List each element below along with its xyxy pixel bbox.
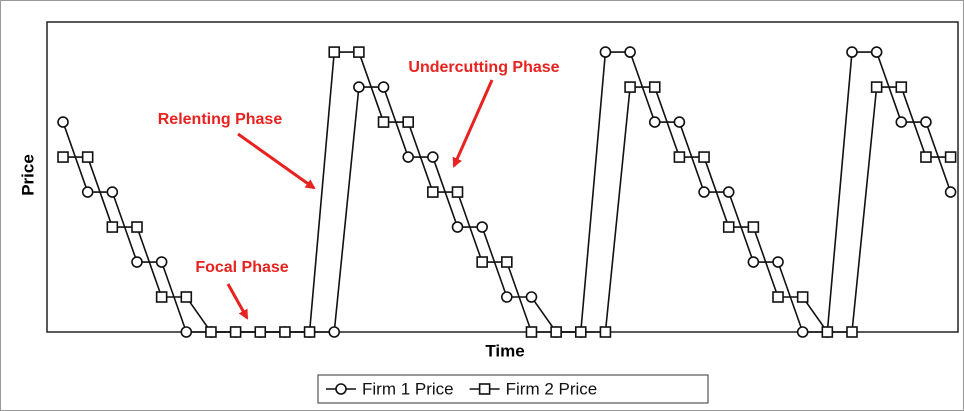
point [599, 326, 612, 338]
point [648, 116, 661, 128]
point [81, 151, 94, 163]
legend-marker [478, 383, 491, 395]
point [131, 256, 143, 268]
point [328, 46, 341, 58]
point [525, 291, 538, 303]
legend-box [317, 374, 709, 404]
point [796, 326, 809, 338]
point [229, 326, 242, 338]
y-axis-label: Price [18, 154, 37, 196]
plot-frame [46, 21, 959, 333]
point [772, 291, 784, 303]
point [673, 151, 686, 163]
point [944, 186, 957, 198]
point [722, 186, 735, 198]
point [155, 256, 168, 268]
point [501, 256, 513, 268]
point [870, 81, 883, 93]
point [106, 186, 119, 198]
point [402, 151, 414, 163]
point [846, 46, 858, 58]
point [131, 221, 143, 233]
point [772, 256, 784, 268]
point [895, 81, 908, 93]
point [920, 116, 932, 128]
point [57, 116, 69, 128]
point [81, 186, 94, 198]
annotation: Undercutting Phase [408, 59, 559, 76]
point [550, 326, 562, 338]
point [180, 326, 193, 338]
point [353, 46, 365, 58]
point [574, 326, 587, 338]
point [895, 116, 908, 128]
point [155, 291, 168, 303]
series-line [62, 51, 952, 333]
series-line [63, 51, 951, 333]
point [328, 326, 341, 338]
legend-label: Firm 1 Price [362, 379, 454, 398]
point [377, 116, 390, 128]
point [599, 46, 612, 58]
point [451, 221, 464, 233]
point [427, 186, 439, 198]
point [821, 326, 834, 338]
point [377, 81, 390, 93]
point [476, 221, 488, 233]
arrow [226, 283, 249, 320]
point [648, 81, 661, 93]
point [476, 256, 488, 268]
point [279, 326, 291, 338]
annotation: Relenting Phase [158, 111, 283, 128]
point [698, 151, 710, 163]
annotation: Focal Phase [195, 259, 288, 276]
point [624, 46, 636, 58]
point [624, 81, 636, 93]
point [747, 221, 760, 233]
point [870, 46, 883, 58]
point [427, 151, 439, 163]
point [57, 151, 69, 163]
point [920, 151, 932, 163]
point [205, 326, 217, 338]
point [673, 116, 686, 128]
point [353, 81, 365, 93]
point [106, 221, 119, 233]
point [254, 326, 267, 338]
point [747, 256, 760, 268]
point [501, 291, 513, 303]
point [402, 116, 414, 128]
point [944, 151, 957, 163]
point [180, 291, 193, 303]
x-axis-label: Time [485, 341, 524, 360]
point [846, 326, 858, 338]
annotations [226, 79, 494, 320]
point [796, 291, 809, 303]
point [698, 186, 710, 198]
point [525, 326, 538, 338]
legend-label: Firm 2 Price [506, 379, 598, 398]
legend-marker [335, 383, 347, 395]
point [303, 326, 316, 338]
arrow [452, 79, 494, 168]
point [451, 186, 464, 198]
point [722, 221, 735, 233]
arrow [237, 132, 316, 190]
